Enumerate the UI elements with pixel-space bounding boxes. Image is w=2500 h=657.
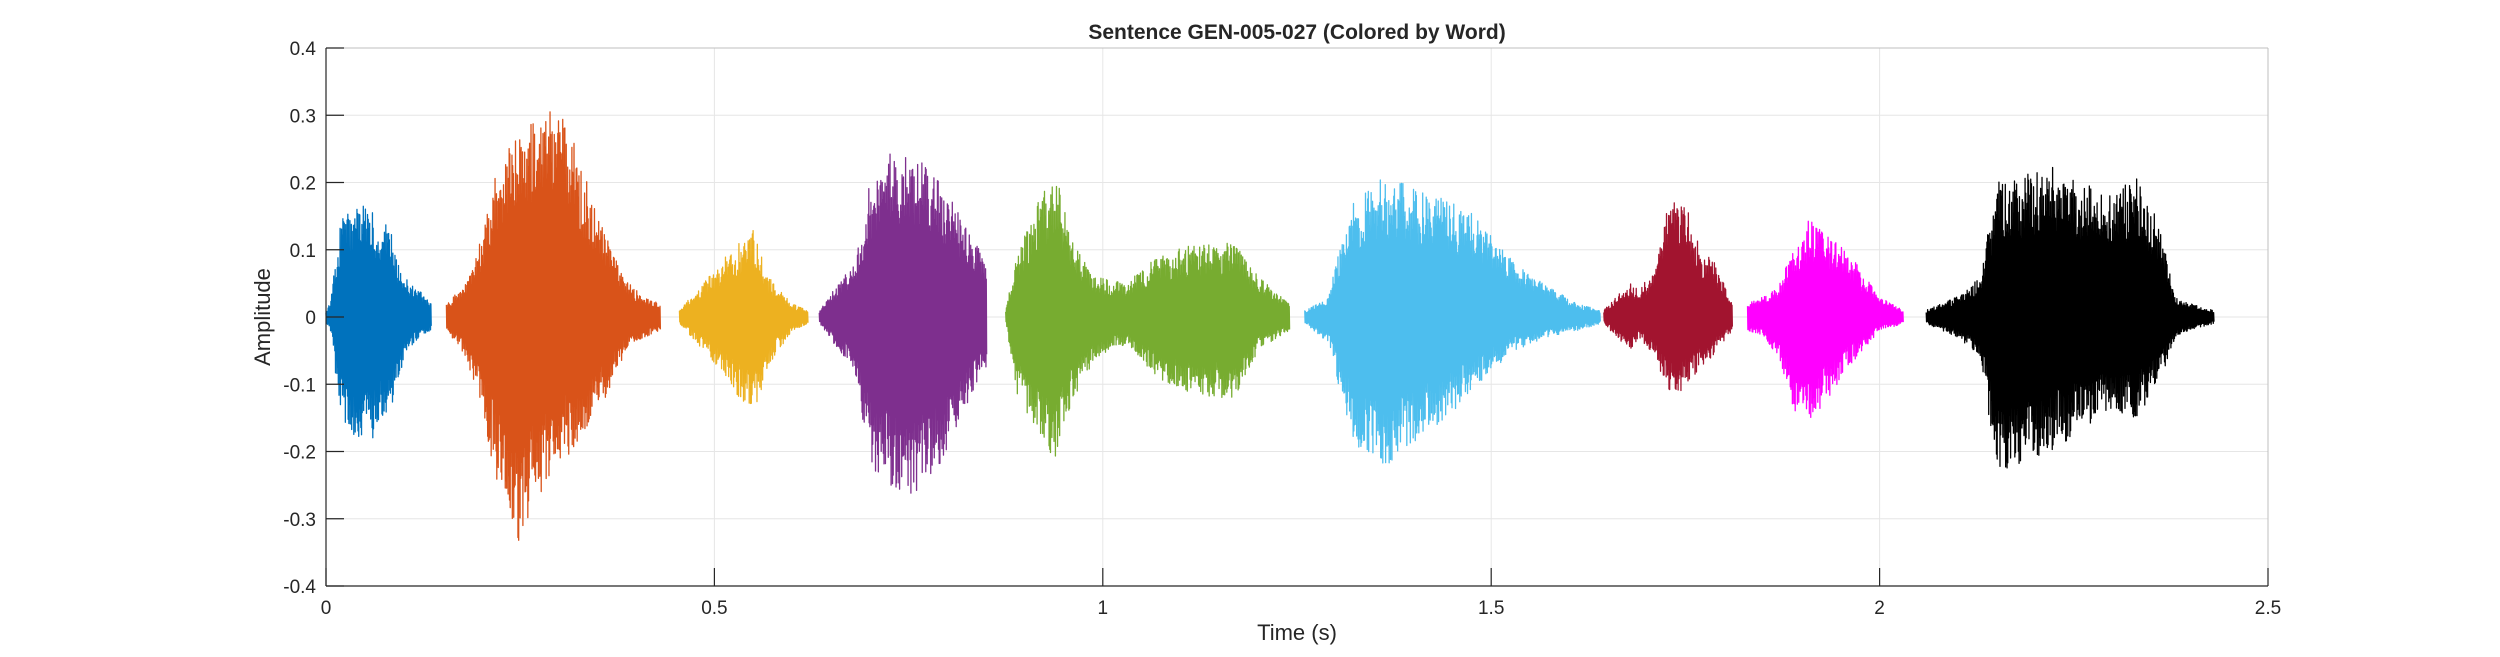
y-tick-label: -0.2 [283, 443, 316, 464]
y-tick-label: 0.4 [290, 39, 317, 60]
x-tick-label: 0 [321, 598, 332, 619]
y-tick-label: -0.3 [283, 510, 316, 531]
x-tick-label: 2.5 [2255, 598, 2281, 619]
chart-title: Sentence GEN-005-027 (Colored by Word) [1088, 21, 1505, 44]
word-3-waveform [678, 229, 809, 405]
word-6-waveform [1304, 179, 1601, 464]
y-tick-label: -0.4 [283, 577, 316, 598]
y-tick-label: 0 [305, 308, 316, 329]
word-8-waveform [1746, 220, 1904, 418]
word-2-waveform [445, 111, 662, 541]
word-9-waveform [1925, 166, 2215, 469]
y-tick-label: 0.3 [290, 106, 316, 127]
y-tick-label: -0.1 [283, 375, 316, 396]
x-tick-label: 2 [1874, 598, 1885, 619]
word-5-waveform [1005, 185, 1291, 457]
axis-ticks: 0 0.5 1 1.5 2 2.5 0.4 0.3 0.2 0.1 0 -0.1 -0.2 -0.3 -0.… [283, 39, 2281, 619]
x-axis-label: Time (s) [1257, 620, 1337, 645]
y-axis-label: Amplitude [250, 268, 275, 366]
y-tick-label: 0.2 [290, 174, 316, 195]
word-7-waveform [1603, 202, 1734, 392]
x-tick-label: 1 [1098, 598, 1109, 619]
y-tick-label: 0.1 [290, 241, 316, 262]
word-4-waveform [818, 153, 988, 494]
x-tick-label: 0.5 [701, 598, 727, 619]
x-tick-label: 1.5 [1478, 598, 1504, 619]
